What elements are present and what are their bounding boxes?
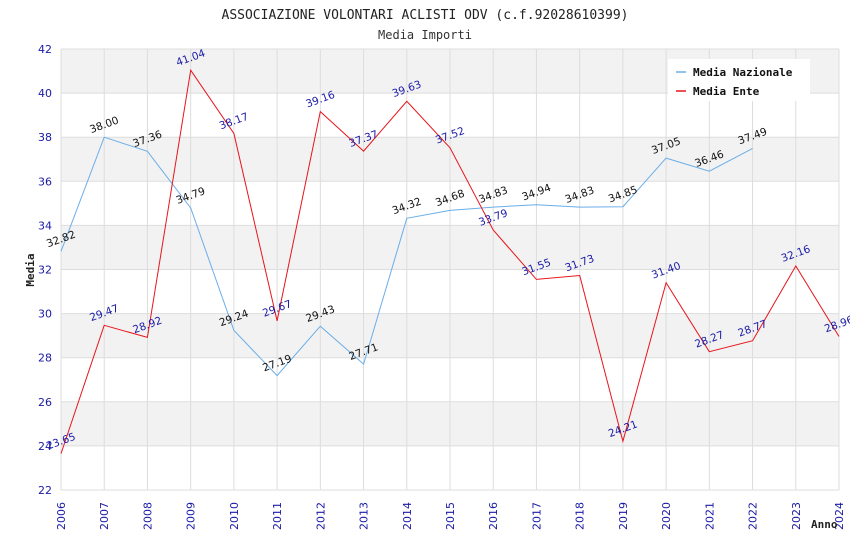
y-tick-label: 42 bbox=[38, 43, 52, 56]
x-tick-label: 2011 bbox=[271, 502, 284, 530]
series-line-media-ente bbox=[60, 68, 840, 454]
chart-subtitle: Media Importi bbox=[378, 28, 472, 42]
y-axis-ticks: 22 24 26 28 30 32 34 36 38 40 42 bbox=[38, 43, 52, 497]
grid-lines bbox=[60, 48, 840, 491]
x-tick-label: 2014 bbox=[401, 502, 414, 530]
x-tick-label: 2016 bbox=[487, 502, 500, 530]
x-tick-label: 2024 bbox=[833, 502, 846, 530]
y-tick-label: 40 bbox=[38, 87, 52, 100]
x-tick-label: 2017 bbox=[530, 502, 543, 530]
series-group bbox=[60, 68, 840, 454]
series-line-media-nazionale bbox=[60, 136, 753, 377]
x-tick-label: 2009 bbox=[185, 502, 198, 530]
x-axis-label: Anno bbox=[811, 518, 838, 531]
x-axis-ticks: 2006 2007 2008 2009 2010 2011 2012 2013 2014 2015… bbox=[55, 502, 846, 530]
x-tick-label: 2008 bbox=[141, 502, 154, 530]
legend-box bbox=[668, 59, 810, 101]
y-axis-label: Media bbox=[24, 253, 37, 286]
y-tick-label: 32 bbox=[38, 264, 52, 277]
y-tick-label: 24 bbox=[38, 440, 52, 453]
x-tick-label: 2010 bbox=[228, 502, 241, 530]
legend-label-media-nazionale: Media Nazionale bbox=[693, 66, 793, 79]
x-tick-label: 2022 bbox=[747, 502, 760, 530]
y-tick-label: 26 bbox=[38, 396, 52, 409]
x-tick-label: 2020 bbox=[660, 502, 673, 530]
y-tick-label: 22 bbox=[38, 484, 52, 497]
y-tick-label: 28 bbox=[38, 352, 52, 365]
x-tick-label: 2021 bbox=[703, 502, 716, 530]
legend: Media Nazionale Media Ente bbox=[668, 59, 810, 101]
x-tick-label: 2012 bbox=[314, 502, 327, 530]
x-tick-label: 2006 bbox=[55, 502, 68, 530]
x-tick-label: 2007 bbox=[98, 502, 111, 530]
x-tick-label: 2019 bbox=[617, 502, 630, 530]
y-tick-label: 34 bbox=[38, 219, 52, 232]
y-tick-label: 30 bbox=[38, 308, 52, 321]
x-tick-label: 2018 bbox=[574, 502, 587, 530]
y-tick-label: 36 bbox=[38, 175, 52, 188]
y-tick-label: 38 bbox=[38, 131, 52, 144]
legend-label-media-ente: Media Ente bbox=[693, 85, 760, 98]
chart-title: ASSOCIAZIONE VOLONTARI ACLISTI ODV (c.f.… bbox=[222, 8, 629, 23]
x-tick-label: 2013 bbox=[358, 502, 371, 530]
x-tick-label: 2023 bbox=[790, 502, 803, 530]
x-tick-label: 2015 bbox=[444, 502, 457, 530]
